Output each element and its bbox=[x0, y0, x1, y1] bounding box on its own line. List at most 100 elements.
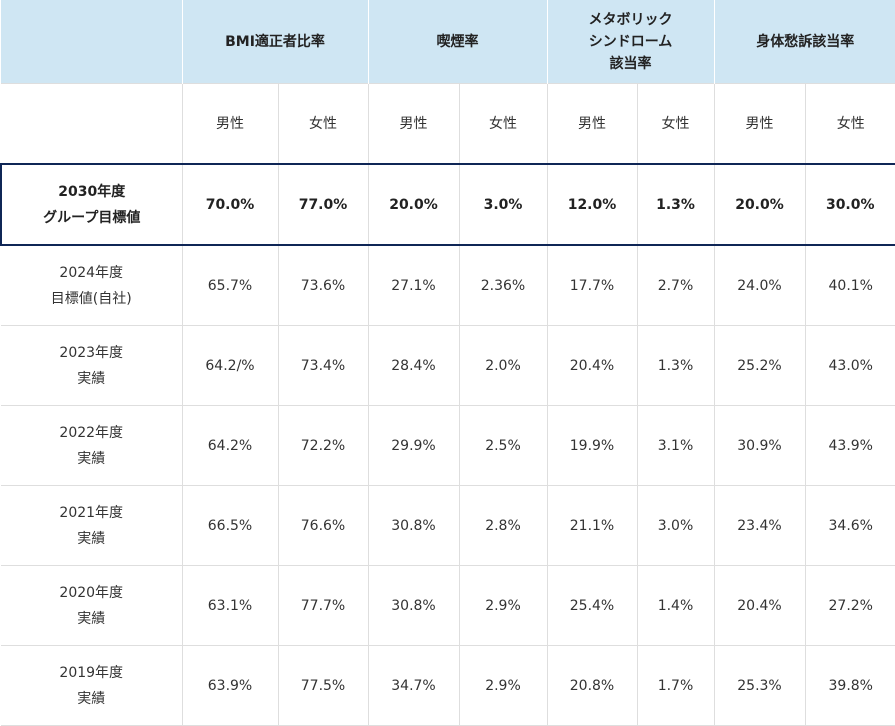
table-row: 2023年度 実績 64.2/% 73.4% 28.4% 2.0% 20.4% 1… bbox=[1, 325, 895, 406]
table-cell: 17.7% bbox=[546, 244, 638, 326]
header-bmi: BMI適正者比率 bbox=[181, 0, 368, 84]
table-cell: 25.4% bbox=[546, 565, 638, 646]
header-physical-complaint: 身体愁訴該当率 bbox=[713, 0, 895, 84]
table-cell: 20.4% bbox=[713, 565, 806, 646]
header-smoking: 喫煙率 bbox=[367, 0, 547, 84]
header-metabolic: メタボリック シンドローム 該当率 bbox=[546, 0, 714, 84]
row-label-year: 2020年度 bbox=[59, 584, 124, 601]
table-row: 2019年度 実績 63.9% 77.5% 34.7% 2.9% 20.8% 1.… bbox=[1, 645, 895, 726]
table-cell: 40.1% bbox=[804, 244, 895, 326]
sex-header-cell: 男性 bbox=[546, 83, 638, 165]
header-metabolic-line1: メタボリック bbox=[588, 11, 673, 28]
header-row: BMI適正者比率 喫煙率 メタボリック シンドローム 該当率 身体愁訴該当率 bbox=[1, 0, 895, 84]
table-cell: 65.7% bbox=[181, 244, 279, 326]
table-cell: 72.2% bbox=[277, 405, 369, 486]
sex-header-corner bbox=[1, 83, 183, 165]
row-label: 2021年度 実績 bbox=[1, 485, 183, 566]
table-cell: 2.8% bbox=[458, 485, 548, 566]
table-cell: 2.0% bbox=[458, 325, 548, 406]
sex-header-cell: 男性 bbox=[713, 83, 806, 165]
header-metabolic-line3: 該当率 bbox=[609, 55, 652, 72]
table-cell: 20.0% bbox=[713, 163, 806, 246]
row-label: 2022年度 実績 bbox=[1, 405, 183, 486]
table-cell: 27.2% bbox=[804, 565, 895, 646]
sex-header-cell: 女性 bbox=[458, 83, 548, 165]
table-cell: 27.1% bbox=[367, 244, 460, 326]
table-cell: 21.1% bbox=[546, 485, 638, 566]
table-cell: 34.6% bbox=[804, 485, 895, 566]
row-label-type: 実績 bbox=[77, 530, 106, 547]
sex-header-cell: 男性 bbox=[367, 83, 460, 165]
table-cell: 39.8% bbox=[804, 645, 895, 726]
sex-header-cell: 女性 bbox=[636, 83, 715, 165]
table-cell: 43.9% bbox=[804, 405, 895, 486]
table-cell: 77.5% bbox=[277, 645, 369, 726]
header-corner-cell bbox=[1, 0, 182, 84]
sex-header-cell: 女性 bbox=[804, 83, 895, 165]
row-label-year: 2023年度 bbox=[59, 344, 124, 361]
table-cell: 76.6% bbox=[277, 485, 369, 566]
table-cell: 30.8% bbox=[367, 565, 460, 646]
sex-header-cell: 男性 bbox=[181, 83, 279, 165]
row-label: 2020年度 実績 bbox=[1, 565, 183, 646]
table-cell: 66.5% bbox=[181, 485, 279, 566]
table-cell: 20.4% bbox=[546, 325, 638, 406]
table-cell: 28.4% bbox=[367, 325, 460, 406]
table-cell: 24.0% bbox=[713, 244, 806, 326]
sex-header-cell: 女性 bbox=[277, 83, 369, 165]
table-cell: 20.0% bbox=[367, 163, 460, 246]
table-cell: 3.1% bbox=[636, 405, 715, 486]
table-row-target-2030: 2030年度 グループ目標値 70.0% 77.0% 20.0% 3.0% 12.… bbox=[0, 163, 895, 246]
table-cell: 70.0% bbox=[181, 163, 279, 246]
table-cell: 30.9% bbox=[713, 405, 806, 486]
table-cell: 30.8% bbox=[367, 485, 460, 566]
table-cell: 25.2% bbox=[713, 325, 806, 406]
table-cell: 23.4% bbox=[713, 485, 806, 566]
table-cell: 30.0% bbox=[804, 163, 895, 246]
table-cell: 64.2% bbox=[181, 405, 279, 486]
row-label-type: グループ目標値 bbox=[43, 209, 141, 226]
row-label: 2023年度 実績 bbox=[1, 325, 183, 406]
row-label: 2024年度 目標値(自社) bbox=[1, 244, 183, 326]
row-label-type: 実績 bbox=[77, 690, 106, 707]
row-label-type: 実績 bbox=[77, 610, 106, 627]
table-cell: 64.2/% bbox=[181, 325, 279, 406]
table-cell: 2.9% bbox=[458, 645, 548, 726]
row-label: 2019年度 実績 bbox=[1, 645, 183, 726]
table-cell: 2.7% bbox=[636, 244, 715, 326]
table-row: 2022年度 実績 64.2% 72.2% 29.9% 2.5% 19.9% 3.… bbox=[1, 405, 895, 486]
table-row: 2024年度 目標値(自社) 65.7% 73.6% 27.1% 2.36% 17… bbox=[1, 244, 895, 326]
table-cell: 19.9% bbox=[546, 405, 638, 486]
table-cell: 73.6% bbox=[277, 244, 369, 326]
row-label-type: 目標値(自社) bbox=[50, 290, 132, 307]
table-cell: 1.3% bbox=[636, 325, 715, 406]
table-cell: 63.9% bbox=[181, 645, 279, 726]
table-cell: 20.8% bbox=[546, 645, 638, 726]
table-cell: 2.5% bbox=[458, 405, 548, 486]
table-cell: 34.7% bbox=[367, 645, 460, 726]
row-label-year: 2030年度 bbox=[58, 183, 126, 200]
table-row: 2021年度 実績 66.5% 76.6% 30.8% 2.8% 21.1% 3.… bbox=[1, 485, 895, 566]
table-cell: 12.0% bbox=[546, 163, 638, 246]
table-cell: 2.36% bbox=[458, 244, 548, 326]
sex-header-row: 男性 女性 男性 女性 男性 女性 男性 女性 bbox=[1, 83, 895, 165]
row-label-type: 実績 bbox=[77, 450, 106, 467]
row-label-year: 2021年度 bbox=[59, 504, 124, 521]
row-label-year: 2024年度 bbox=[59, 264, 124, 281]
table-cell: 1.3% bbox=[636, 163, 715, 246]
header-metabolic-line2: シンドローム bbox=[588, 33, 673, 50]
row-label-type: 実績 bbox=[77, 370, 106, 387]
row-label: 2030年度 グループ目標値 bbox=[0, 163, 183, 246]
table-cell: 29.9% bbox=[367, 405, 460, 486]
table-cell: 1.7% bbox=[636, 645, 715, 726]
table-cell: 77.0% bbox=[277, 163, 369, 246]
table-cell: 73.4% bbox=[277, 325, 369, 406]
table-cell: 3.0% bbox=[458, 163, 548, 246]
table-cell: 1.4% bbox=[636, 565, 715, 646]
table-cell: 2.9% bbox=[458, 565, 548, 646]
table-cell: 63.1% bbox=[181, 565, 279, 646]
table-cell: 43.0% bbox=[804, 325, 895, 406]
table-row: 2020年度 実績 63.1% 77.7% 30.8% 2.9% 25.4% 1.… bbox=[1, 565, 895, 646]
row-label-year: 2019年度 bbox=[59, 664, 124, 681]
